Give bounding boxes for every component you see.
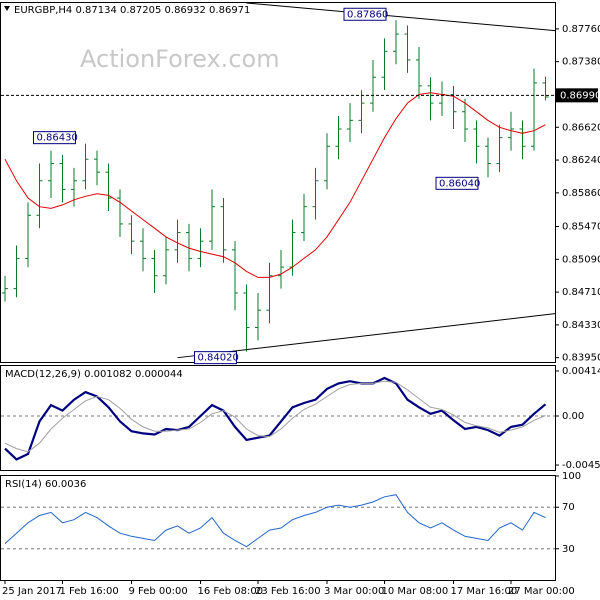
- annotation-label: 0.87860: [347, 9, 388, 20]
- x-tick-label: 16 Feb 08:00: [198, 586, 264, 597]
- annotation-box: [343, 7, 387, 21]
- y-tick-label: 100: [562, 471, 581, 482]
- trendline: [246, 2, 556, 32]
- moving-average: [4, 92, 546, 278]
- y-tick-label: 0.004148: [562, 366, 600, 377]
- x-tick-label: 17 Mar 16:00: [451, 586, 518, 597]
- current-price-label: 0.86990: [560, 90, 600, 101]
- price-title: EURGBP,H4 0.87134 0.87205 0.86932 0.8697…: [14, 5, 250, 16]
- y-tick-label: 0.86620: [562, 122, 600, 133]
- macd-title: MACD(12,26,9) 0.001082 0.000044: [5, 369, 183, 380]
- x-tick-label: 9 Feb 00:00: [129, 586, 188, 597]
- x-tick-label: 27 Mar 00:00: [508, 586, 575, 597]
- y-tick-label: 0.85860: [562, 188, 600, 199]
- watermark: ActionForex.com: [80, 45, 280, 73]
- annotation-box: [194, 351, 237, 365]
- x-tick-label: 1 Feb 16:00: [60, 586, 119, 597]
- indicator-line: [4, 376, 547, 461]
- x-tick-label: 3 Mar 00:00: [324, 586, 384, 597]
- y-tick-label: 0.85470: [562, 222, 600, 233]
- price-frame: [0, 2, 556, 363]
- macd-frame: [0, 365, 556, 471]
- annotation-label: 0.86430: [37, 133, 78, 144]
- indicator-line: [4, 494, 546, 548]
- y-tick-label: 0.84330: [562, 320, 600, 331]
- rsi-title: RSI(14) 60.0036: [5, 479, 86, 490]
- x-tick-label: 23 Feb 16:00: [255, 586, 321, 597]
- y-tick-label: 0.86240: [562, 155, 600, 166]
- y-tick-label: 0.83950: [562, 353, 600, 364]
- annotation-label: 0.84020: [198, 353, 239, 364]
- y-tick-label: 70: [562, 502, 575, 513]
- y-tick-label: 0.84710: [562, 287, 600, 298]
- annotation-box: [435, 176, 479, 190]
- y-tick-label: 30: [562, 544, 575, 555]
- annotation-label: 0.86040: [439, 178, 480, 189]
- indicator-line: [4, 380, 546, 453]
- x-tick-label: 10 Mar 08:00: [382, 586, 449, 597]
- annotation-box: [33, 131, 76, 145]
- y-tick-label: 0.87760: [562, 24, 600, 35]
- current-price-box: [556, 88, 598, 103]
- x-tick-label: 25 Jan 2017: [2, 586, 62, 597]
- trendline: [177, 313, 556, 359]
- y-tick-label: 0.00: [562, 411, 584, 422]
- rsi-frame: [0, 475, 556, 581]
- menu-triangle: [4, 6, 10, 11]
- y-tick-label: 0.87380: [562, 57, 600, 68]
- y-tick-label: 0.85090: [562, 254, 600, 265]
- y-tick-label: -0.004516: [562, 460, 600, 471]
